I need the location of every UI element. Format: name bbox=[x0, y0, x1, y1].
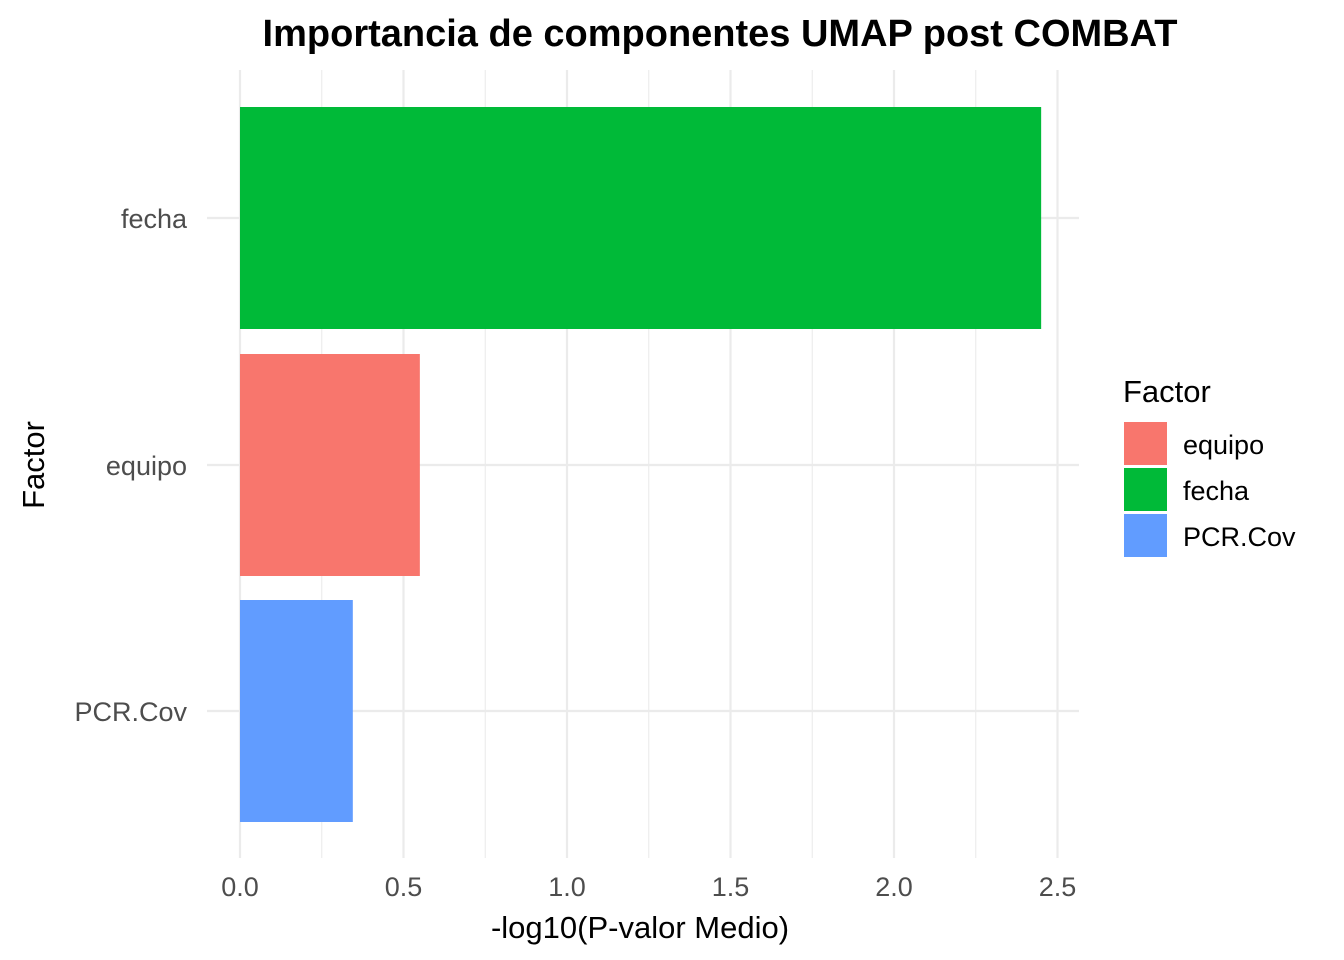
x-tick-label: 2.5 bbox=[1039, 872, 1077, 902]
x-tick-label: 0.0 bbox=[221, 872, 259, 902]
bar-fecha bbox=[240, 107, 1042, 329]
bars bbox=[240, 107, 1042, 822]
legend-items: equipo fecha PCR.Cov bbox=[1124, 422, 1296, 557]
y-axis-title: Factor bbox=[16, 421, 51, 509]
legend-title: Factor bbox=[1123, 374, 1211, 409]
y-axis-tick-labels: fecha equipo PCR.Cov bbox=[74, 204, 188, 727]
bar-equipo bbox=[240, 354, 420, 576]
legend-swatch bbox=[1124, 514, 1167, 557]
legend-label: equipo bbox=[1183, 430, 1264, 460]
y-tick-label: PCR.Cov bbox=[74, 697, 187, 727]
x-tick-label: 2.0 bbox=[875, 872, 913, 902]
legend-swatch bbox=[1124, 422, 1167, 465]
legend: Factor equipo fecha PCR.Cov bbox=[1123, 374, 1296, 557]
x-tick-label: 1.0 bbox=[548, 872, 586, 902]
y-tick-label: equipo bbox=[106, 451, 187, 481]
x-axis-tick-labels: 0.0 0.5 1.0 1.5 2.0 2.5 bbox=[221, 872, 1076, 902]
legend-label: fecha bbox=[1183, 476, 1250, 506]
legend-swatch bbox=[1124, 468, 1167, 511]
x-tick-label: 1.5 bbox=[712, 872, 750, 902]
x-tick-label: 0.5 bbox=[385, 872, 423, 902]
bar-pcr-cov bbox=[240, 600, 353, 822]
legend-label: PCR.Cov bbox=[1183, 522, 1296, 552]
chart-title: Importancia de componentes UMAP post COM… bbox=[263, 13, 1178, 55]
x-axis-title: -log10(P-valor Medio) bbox=[491, 910, 789, 945]
y-tick-label: fecha bbox=[121, 204, 188, 234]
